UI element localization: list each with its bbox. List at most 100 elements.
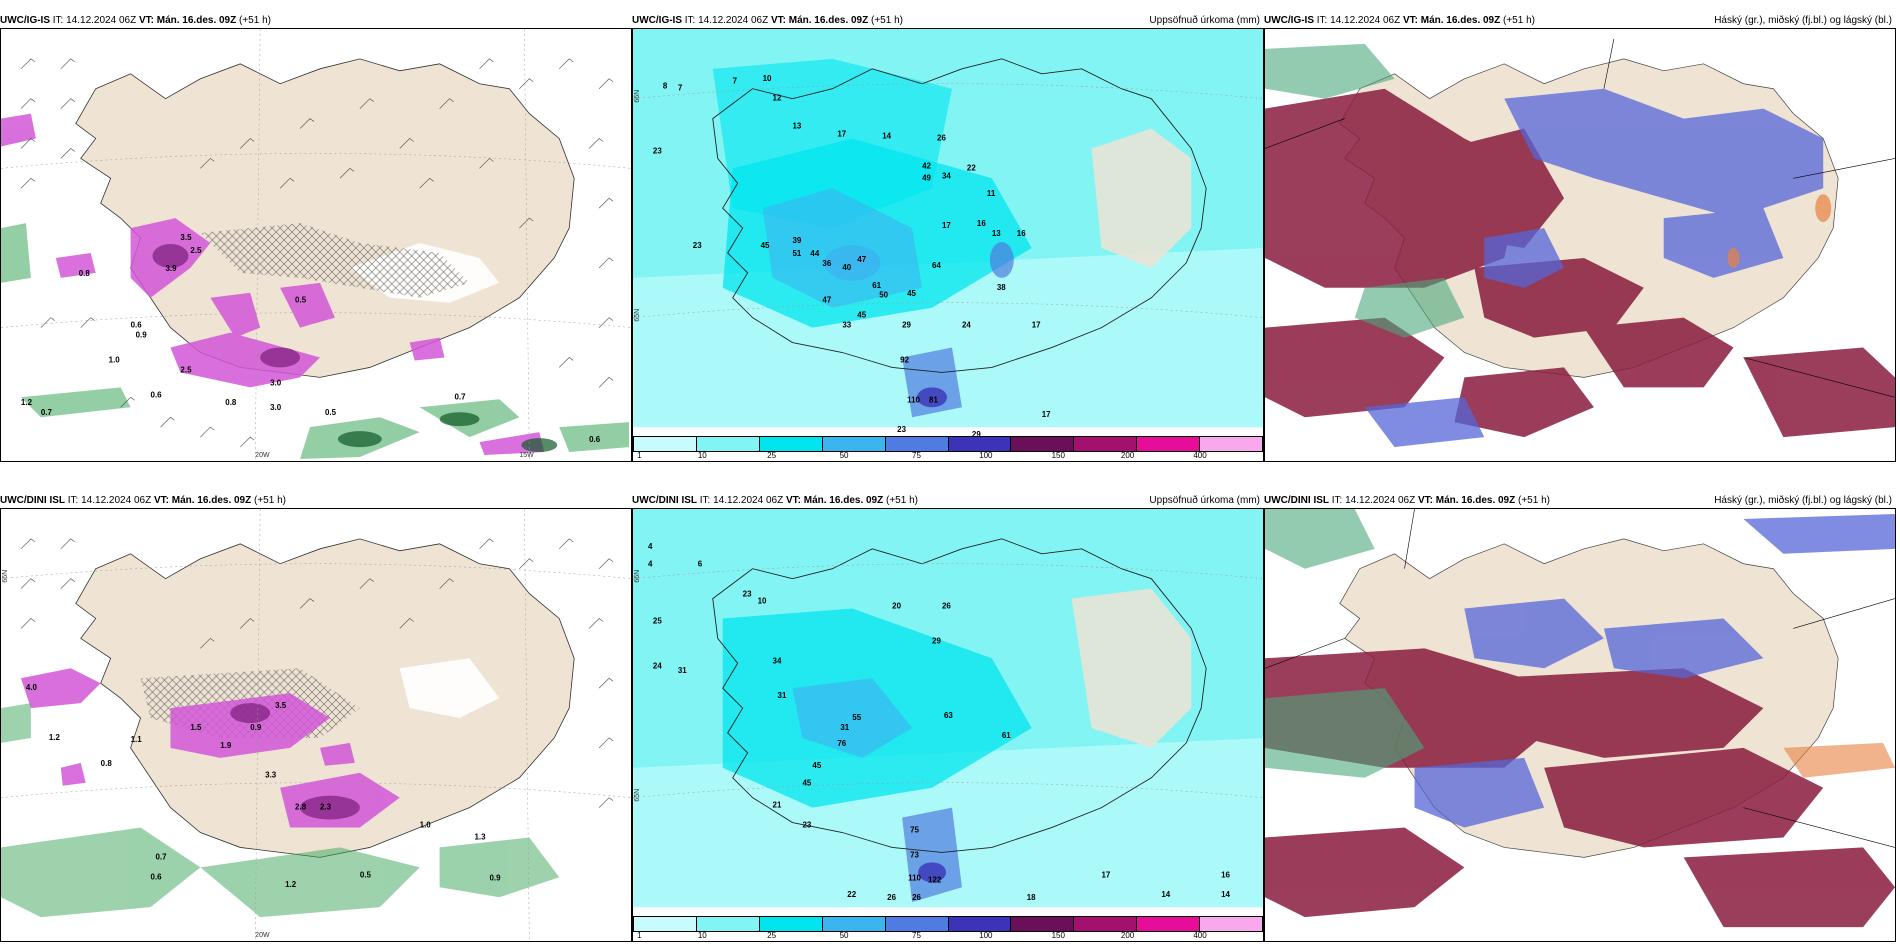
precip-label: 33 [842,321,851,330]
wind-snow-map: 20W 15W 3.9 3.5 2.5 0.8 0.5 0.9 0.6 1.0 … [1,29,631,461]
colorbar-swatches [633,436,1263,452]
precip-label: 73 [910,850,919,859]
precip-label: 21 [773,801,782,810]
precip-label: 23 [743,590,752,599]
precip-label: 23 [897,425,906,434]
precip-label: 26 [912,893,921,902]
model-name: UWC/DINI ISL [632,495,697,506]
it-label: IT: [1331,495,1343,506]
snow-label: 1.2 [285,880,297,889]
axis-label-66n: 66N [634,570,641,583]
it-label: IT: [684,15,696,26]
colorbar-tick: 50 [839,931,849,940]
init-time: 14.12.2024 06Z [81,495,152,506]
axis-label-20w: 20W [255,932,270,939]
precip-label: 22 [847,890,856,899]
colorbar-tick: 100 [979,931,993,940]
panel-header: UWC/IG-IS IT: 14.12.2024 06Z VT: Mán. 16… [0,14,632,28]
precip-label: 13 [992,229,1001,238]
precip-label: 16 [1017,229,1026,238]
precip-map: 66N 65N 8 7 7 10 12 13 17 14 23 26 42 49… [633,29,1263,461]
precip-label: 39 [792,236,801,245]
colorbar-tick: 400 [1193,451,1207,460]
panel-header: UWC/DINI ISL IT: 14.12.2024 06Z VT: Mán.… [0,494,632,508]
precip-label: 45 [812,761,821,770]
precip-label: 12 [773,94,782,103]
snow-areas [1,113,545,456]
precip-label: 42 [922,161,931,170]
colorbar-tick: 1 [637,451,642,460]
snow-label: 3.5 [275,701,287,710]
rain-areas [1,223,630,460]
snow-label: 0.6 [151,390,163,399]
map-frame: 66N 65N 4 4 6 10 25 23 20 26 24 31 34 31… [632,508,1264,942]
snow-label: 4.0 [26,683,38,692]
panel-header: UWC/IG-IS IT: 14.12.2024 06Z VT: Mán. 16… [632,14,1264,28]
precip-label: 16 [977,219,986,228]
precip-label: 14 [882,131,891,140]
panel-bottom-left-wind-snow: UWC/DINI ISL IT: 14.12.2024 06Z VT: Mán.… [0,494,632,942]
model-name: UWC/DINI ISL [0,495,65,506]
precip-label: 13 [792,122,801,131]
model-name: UWC/IG-IS [0,15,50,26]
vt-label: VT: [1417,495,1433,506]
field-title: Háský (gr.), miðský (fj.bl.) og lágský (… [1714,15,1892,26]
precip-label: 34 [942,171,951,180]
precip-label: 23 [653,146,662,155]
precip-label: 14 [1221,890,1230,899]
precip-label: 26 [937,133,946,142]
precip-label: 31 [840,723,849,732]
colorbar-swatch [696,917,760,931]
map-frame: 66N 20W 4.0 1.2 3.5 1.9 1.5 0.9 1.1 0.8 … [0,508,632,942]
low-cloud-areas [1414,513,1895,828]
snow-label: 3.9 [165,264,177,273]
snow-label: 1.1 [131,735,143,744]
cloud-map [1265,29,1895,461]
it-label: IT: [699,495,711,506]
precip-label: 24 [962,321,971,330]
vt-label: VT: [1402,15,1418,26]
precip-label: 110 [907,395,920,404]
lead-time: (+51 h) [1503,15,1535,26]
colorbar-tick: 150 [1051,931,1065,940]
panel-header: UWC/IG-IS IT: 14.12.2024 06Z VT: Mán. 16… [1264,14,1896,28]
precip-label: 17 [942,221,951,230]
colorbar-tick: 400 [1193,931,1207,940]
lead-time: (+51 h) [886,495,918,506]
wind-barbs [20,58,614,448]
colorbar-swatch [948,917,1012,931]
init-time: 14.12.2024 06Z [66,15,137,26]
lead-time: (+51 h) [239,15,271,26]
colorbar-swatch [759,917,823,931]
colorbar-swatch [1074,917,1138,931]
vt-label: VT: [770,15,786,26]
colorbar-tick: 200 [1120,451,1135,460]
colorbar: 1 10 25 50 75 100 150 200 400 [633,436,1263,461]
axis-label-65n: 65N [634,789,641,802]
precip-label: 31 [678,666,687,675]
init-time: 14.12.2024 06Z [698,15,769,26]
colorbar-tick: 1 [637,931,642,940]
valid-time: Mán. 16.des. 09Z [171,495,252,506]
colorbar-swatch [1137,917,1201,931]
colorbar-swatch [885,437,949,451]
precip-label: 76 [837,739,846,748]
colorbar-swatch [634,917,697,931]
vt-label: VT: [785,495,801,506]
colorbar-tick: 75 [912,931,921,940]
precip-label: 61 [872,281,881,290]
colorbar-tick: 10 [697,451,707,460]
snow-label: 0.5 [295,296,307,305]
colorbar-ticks: 1 10 25 50 75 100 150 200 400 [633,931,1263,941]
precip-label: 18 [1027,893,1036,902]
precip-label: 51 [792,249,801,258]
colorbar-tick: 50 [839,451,849,460]
precip-label: 64 [932,261,941,270]
snow-label: 1.2 [49,733,61,742]
colorbar-swatch [822,917,886,931]
precip-label: 47 [822,296,831,305]
colorbar-swatch [696,437,760,451]
vt-label: VT: [153,495,169,506]
rain-areas [1,703,560,918]
colorbar-tick: 100 [979,451,993,460]
